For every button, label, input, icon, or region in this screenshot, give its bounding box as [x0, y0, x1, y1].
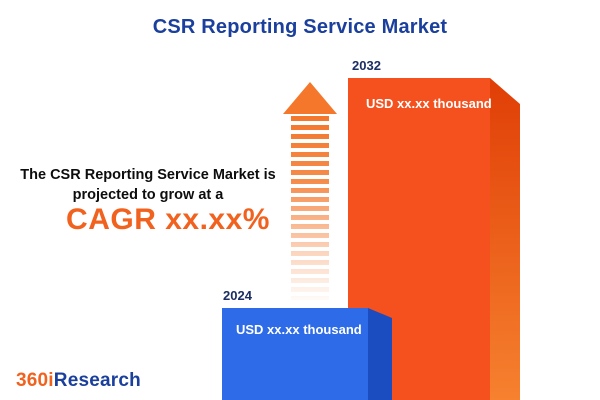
- bar-2024-side: [368, 308, 392, 400]
- tagline-line1: The CSR Reporting Service Market is: [20, 167, 276, 183]
- bar-2024-front: [222, 308, 368, 400]
- bar-2032-year-label: 2032: [352, 58, 381, 73]
- market-tagline: The CSR Reporting Service Market is proj…: [8, 166, 288, 205]
- logo-orange-part: 360i: [16, 370, 54, 391]
- logo-navy-part: Research: [53, 370, 141, 391]
- growth-arrow-fade: [291, 116, 329, 300]
- up-arrow-icon: [283, 82, 337, 114]
- bar-2032-side: [490, 78, 520, 400]
- page-title: CSR Reporting Service Market: [152, 16, 448, 38]
- tagline-line2: projected to grow at a: [72, 186, 224, 203]
- bar-2024-value-label: USD xx.xx thousand: [236, 322, 362, 337]
- brand-logo: 360iResearch: [16, 370, 141, 392]
- bar-2032-value-label: USD xx.xx thousand: [366, 96, 492, 111]
- bar-2024-year-label: 2024: [223, 288, 252, 303]
- cagr-value: CAGR xx.xx%: [66, 203, 270, 236]
